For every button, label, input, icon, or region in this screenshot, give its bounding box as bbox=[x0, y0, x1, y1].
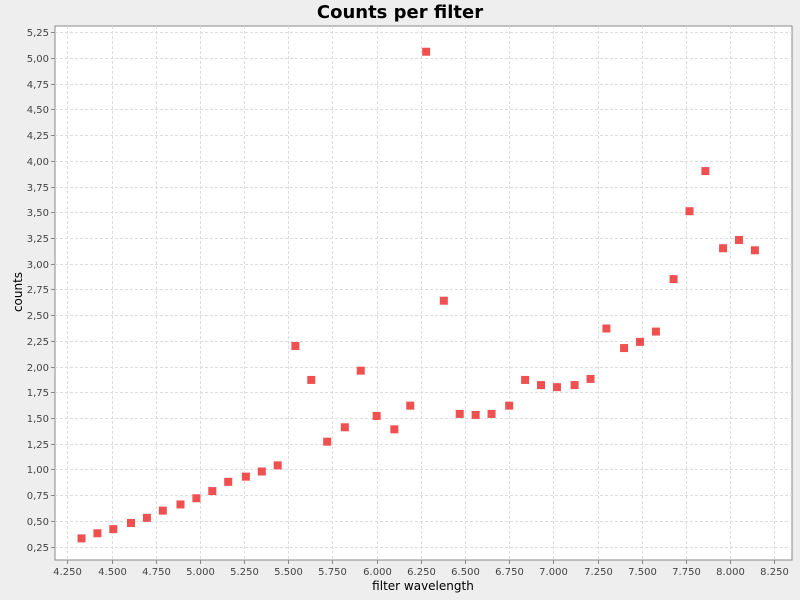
y-tick-label: 3,50 bbox=[27, 208, 49, 219]
x-tick-label: 6.750 bbox=[495, 567, 524, 578]
y-tick-label: 2,50 bbox=[27, 311, 49, 322]
x-axis-label: filter wavelength bbox=[372, 579, 474, 593]
y-axis-label: counts bbox=[11, 272, 25, 312]
data-point bbox=[750, 246, 759, 255]
y-tick-label: 1,25 bbox=[27, 440, 49, 451]
data-point bbox=[77, 534, 86, 543]
data-point bbox=[224, 477, 233, 486]
y-tick-label: 3,75 bbox=[27, 183, 49, 194]
data-point bbox=[669, 275, 678, 284]
data-point bbox=[734, 236, 743, 245]
y-tick-label: 3,00 bbox=[27, 260, 49, 271]
x-tick-label: 4.750 bbox=[142, 567, 171, 578]
data-point bbox=[422, 47, 431, 56]
data-point bbox=[142, 513, 151, 522]
data-point bbox=[356, 366, 365, 375]
y-tick-label: 1,75 bbox=[27, 388, 49, 399]
data-point bbox=[307, 375, 316, 384]
data-point bbox=[602, 324, 611, 333]
data-point bbox=[372, 411, 381, 420]
data-point bbox=[439, 296, 448, 305]
y-tick-label: 0,50 bbox=[27, 517, 49, 528]
x-tick-label: 6.000 bbox=[363, 567, 392, 578]
x-tick-label: 7.000 bbox=[539, 567, 568, 578]
data-point bbox=[192, 494, 201, 503]
x-tick-label: 6.250 bbox=[407, 567, 436, 578]
data-point bbox=[291, 341, 300, 350]
data-point bbox=[158, 506, 167, 515]
data-point bbox=[701, 167, 710, 176]
plot-area bbox=[54, 25, 793, 561]
y-tick-label: 4,75 bbox=[27, 80, 49, 91]
data-point bbox=[636, 337, 645, 346]
y-tick-label: 2,75 bbox=[27, 285, 49, 296]
x-tick-label: 5.000 bbox=[186, 567, 215, 578]
y-tick-label: 0,25 bbox=[27, 543, 49, 554]
data-point bbox=[505, 401, 514, 410]
data-point bbox=[487, 409, 496, 418]
data-point bbox=[521, 375, 530, 384]
y-tick-label: 2,25 bbox=[27, 337, 49, 348]
data-point bbox=[620, 344, 629, 353]
x-tick-label: 4.500 bbox=[98, 567, 127, 578]
grid-lines bbox=[55, 26, 792, 560]
data-point bbox=[93, 529, 102, 538]
data-point bbox=[570, 381, 579, 390]
data-point bbox=[340, 423, 349, 432]
data-point bbox=[586, 374, 595, 383]
data-point bbox=[537, 381, 546, 390]
data-point bbox=[176, 500, 185, 509]
y-tick-label: 1,00 bbox=[27, 465, 49, 476]
chart-title: Counts per filter bbox=[317, 2, 483, 23]
y-tick-label: 1,50 bbox=[27, 414, 49, 425]
data-points bbox=[77, 47, 759, 543]
data-point bbox=[685, 207, 694, 216]
x-tick-label: 5.500 bbox=[274, 567, 303, 578]
x-tick-label: 4.250 bbox=[53, 567, 82, 578]
data-point bbox=[552, 383, 561, 392]
data-point bbox=[257, 467, 266, 476]
x-tick-label: 7.250 bbox=[584, 567, 613, 578]
y-tick-label: 5,25 bbox=[27, 28, 49, 39]
y-tick-label: 4,25 bbox=[27, 131, 49, 142]
axes: 4.250 4.500 4.750 5.000 5.250 5.500 5.750 6.000… bbox=[27, 28, 789, 578]
y-tick-label: 4,50 bbox=[27, 105, 49, 116]
data-point bbox=[471, 410, 480, 419]
x-tick-label: 7.500 bbox=[628, 567, 657, 578]
x-tick-label: 8.000 bbox=[716, 567, 745, 578]
x-tick-label: 7.750 bbox=[672, 567, 701, 578]
data-point bbox=[651, 327, 660, 336]
y-tick-label: 2,00 bbox=[27, 363, 49, 374]
data-point bbox=[126, 518, 135, 527]
x-tick-label: 6.500 bbox=[451, 567, 480, 578]
data-point bbox=[406, 401, 415, 410]
x-tick-label: 5.750 bbox=[318, 567, 347, 578]
y-tick-label: 4,00 bbox=[27, 157, 49, 168]
data-point bbox=[241, 472, 250, 481]
data-point bbox=[455, 409, 464, 418]
data-point bbox=[323, 437, 332, 446]
data-point bbox=[208, 487, 217, 496]
y-tick-label: 0,75 bbox=[27, 491, 49, 502]
y-tick-label: 3,25 bbox=[27, 234, 49, 245]
y-tick-label: 5,00 bbox=[27, 54, 49, 65]
x-tick-label: 8.250 bbox=[760, 567, 789, 578]
x-tick-label: 5.250 bbox=[230, 567, 259, 578]
data-point bbox=[390, 425, 399, 434]
data-point bbox=[273, 461, 282, 470]
data-point bbox=[719, 244, 728, 253]
data-point bbox=[109, 525, 118, 534]
